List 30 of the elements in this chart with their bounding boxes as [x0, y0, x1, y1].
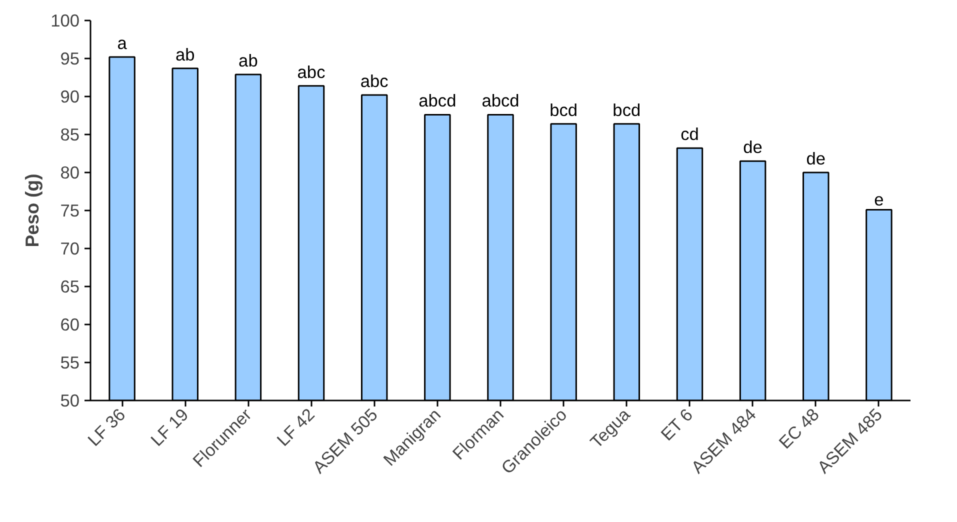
- x-tick-label: LF 19: [146, 404, 192, 450]
- x-tick-label: LF 36: [84, 404, 130, 450]
- annotation: abcd: [482, 90, 520, 111]
- annotation: cd: [680, 124, 699, 144]
- y-tick-label: 100: [50, 10, 80, 30]
- y-tick-label: 85: [60, 124, 80, 144]
- y-tick-label: 55: [60, 352, 80, 372]
- annotation: abcd: [418, 90, 456, 111]
- annotation: de: [743, 137, 762, 158]
- annotation: e: [874, 190, 884, 210]
- y-tick-label: 95: [60, 48, 80, 68]
- y-tick-label: 80: [60, 162, 80, 182]
- y-tick-label: 70: [60, 238, 80, 258]
- annotation: bcd: [550, 100, 578, 120]
- annotation: abc: [360, 70, 389, 91]
- annotation: ab: [175, 44, 195, 64]
- annotation: a: [117, 32, 128, 53]
- x-tick-label: EC 48: [774, 404, 823, 453]
- y-tick-label: 65: [60, 276, 80, 296]
- y-tick-label: 60: [60, 314, 80, 334]
- annotation: abc: [297, 62, 326, 82]
- annotation: ab: [238, 50, 258, 70]
- y-axis-title: Peso (g): [22, 174, 43, 248]
- y-tick-label: 50: [60, 390, 80, 410]
- x-tick-label: ET 6: [656, 404, 697, 444]
- y-tick-label: 75: [60, 200, 80, 220]
- y-tick-label: 90: [60, 86, 80, 106]
- annotation: de: [806, 148, 826, 168]
- x-tick-label: LF 42: [272, 404, 318, 450]
- annotation: bcd: [612, 100, 641, 120]
